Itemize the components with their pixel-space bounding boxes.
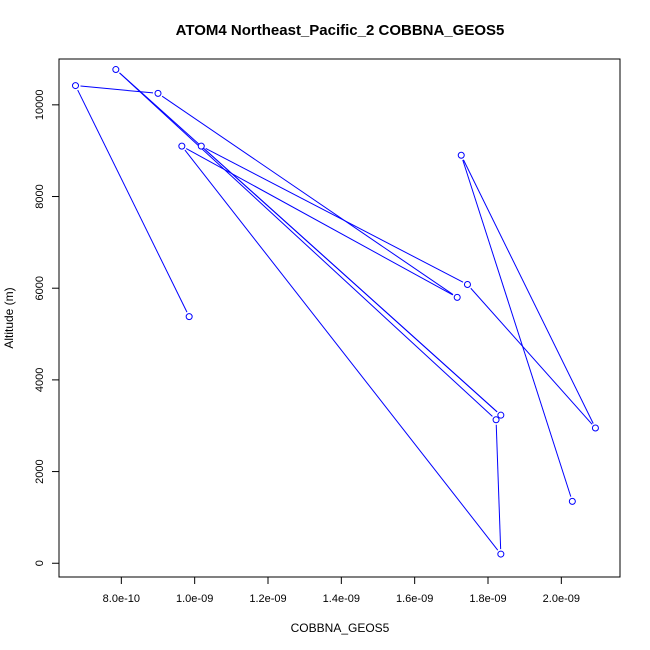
x-axis: 8.0e-10 1.0e-09 1.2e-09 1.4e-09 1.6e-09 1.8e-… [103,576,580,605]
series-segment [204,149,498,413]
x-tick-label: 1.6e-09 [396,593,433,605]
series-group [77,72,594,551]
series-segment [470,287,593,425]
x-tick-label: 2.0e-09 [543,593,580,605]
series-segment [462,159,572,497]
data-point [497,411,505,419]
y-tick-label: 0 [34,560,46,566]
data-point [497,550,505,558]
y-tick-label: 10000 [34,90,46,121]
x-tick-label: 8.0e-10 [103,593,140,605]
x-tick-label: 1.4e-09 [323,593,360,605]
data-point [453,293,461,301]
series-segment [462,159,594,424]
data-point [197,142,205,150]
series-segment [161,95,454,295]
series-segment [119,72,493,417]
data-point [463,281,471,289]
series-segment [495,424,502,550]
series-segment [80,85,154,94]
data-point [72,82,79,90]
data-point [178,142,186,150]
y-axis-label: Altitude (m) [2,287,16,348]
data-point [185,313,193,321]
y-tick-label: 8000 [34,184,46,208]
points-group [72,66,599,558]
data-point [154,89,162,97]
x-axis-label: COBBNA_GEOS5 [291,621,390,635]
plot-frame [58,58,621,578]
x-tick-label: 1.2e-09 [249,593,286,605]
data-point [568,497,576,505]
y-axis: 0 2000 4000 6000 8000 10000 [34,90,60,566]
x-tick-label: 1.8e-09 [469,593,506,605]
y-tick-label: 2000 [34,459,46,483]
data-point [492,416,500,424]
series-segment [205,147,464,283]
y-tick-label: 4000 [34,368,46,392]
series-segment [77,89,188,313]
y-tick-label: 6000 [34,276,46,300]
x-tick-label: 1.0e-09 [176,593,213,605]
data-point [591,424,599,432]
chart-title: ATOM4 Northeast_Pacific_2 COBBNA_GEOS5 [176,22,505,39]
series-segment [185,148,454,296]
data-point [457,151,465,159]
series-segment [184,149,499,551]
data-point [112,66,120,74]
